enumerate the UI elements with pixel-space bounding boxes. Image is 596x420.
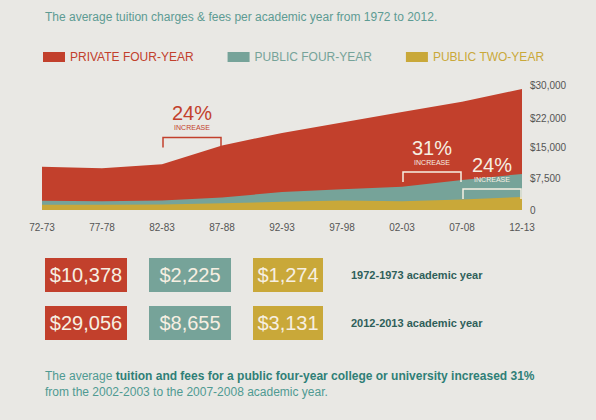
svg-text:$7,500: $7,500: [530, 173, 561, 184]
svg-text:87-88: 87-88: [209, 222, 235, 233]
html-text:$10,378: $10,378: [49, 263, 123, 286]
svg-text:92-93: 92-93: [269, 222, 295, 233]
svg-text:82-83: 82-83: [149, 222, 175, 233]
html-text:$2,225: $2,225: [159, 263, 221, 286]
svg-text:INCREASE: INCREASE: [414, 159, 450, 166]
html-text:$3,131: $3,131: [257, 311, 319, 334]
svg-text:77-78: 77-78: [89, 222, 115, 233]
svg-text:INCREASE: INCREASE: [474, 176, 510, 183]
html-text:$1,274: $1,274: [257, 263, 319, 286]
svg-text:PUBLIC FOUR-YEAR: PUBLIC FOUR-YEAR: [255, 50, 373, 64]
svg-text:PRIVATE FOUR-YEAR: PRIVATE FOUR-YEAR: [70, 50, 194, 64]
html-text:2012-2013 academic year: 2012-2013 academic year: [351, 317, 483, 329]
svg-text:$15,000: $15,000: [530, 142, 567, 153]
svg-text:12-13: 12-13: [509, 222, 535, 233]
svg-text:The average tuition charges &: The average tuition charges & fees per a…: [45, 10, 437, 24]
svg-text:$30,000: $30,000: [530, 80, 567, 91]
svg-text:24%: 24%: [172, 102, 212, 124]
svg-text:72-73: 72-73: [29, 222, 55, 233]
html-text:1972-1973 academic year: 1972-1973 academic year: [351, 269, 483, 281]
svg-text:$22,000: $22,000: [530, 113, 567, 124]
html-text:from the 2002-2003 to the 2007: from the 2002-2003 to the 2007-2008 acad…: [45, 385, 328, 399]
html-text:The average tuition and fees f: The average tuition and fees for a publi…: [45, 369, 535, 383]
svg-text:24%: 24%: [472, 154, 512, 176]
svg-text:97-98: 97-98: [329, 222, 355, 233]
svg-text:07-08: 07-08: [449, 222, 475, 233]
svg-text:31%: 31%: [412, 137, 452, 159]
svg-text:PUBLIC TWO-YEAR: PUBLIC TWO-YEAR: [433, 50, 544, 64]
html-text:$8,655: $8,655: [159, 311, 221, 334]
svg-text:02-03: 02-03: [389, 222, 415, 233]
svg-text:0: 0: [530, 205, 536, 216]
svg-text:INCREASE: INCREASE: [174, 124, 210, 131]
html-text:$29,056: $29,056: [49, 311, 123, 334]
